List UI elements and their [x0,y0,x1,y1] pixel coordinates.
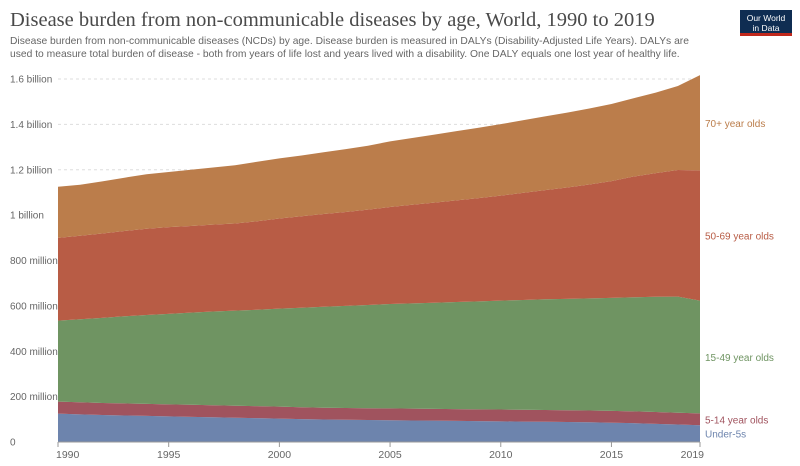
area-age15_49 [58,296,700,414]
logo-line-1: Our World [746,13,786,23]
y-tick-label: 200 million [10,392,58,403]
y-tick-label: 600 million [10,301,58,312]
chart-title: Disease burden from non-communicable dis… [10,9,655,31]
y-tick-label: 1.6 billion [10,75,52,86]
series-label-age70: 70+ year olds [705,119,765,130]
series-label-age5_14: 5-14 year olds [705,415,768,426]
x-tick-label: 2010 [489,449,513,461]
x-tick-label: 2015 [600,449,624,461]
series-label-under5: Under-5s [705,430,746,441]
series-label-age50_69: 50-69 year olds [705,232,774,243]
area-age50_69 [58,169,700,321]
series-label-age15_49: 15-49 year olds [705,353,774,364]
chart-subtitle: Disease burden from non-communicable dis… [10,36,689,60]
y-tick-label: 1 billion [10,211,44,222]
x-tick-label: 1990 [56,449,80,461]
y-tick-label: 1.2 billion [10,165,52,176]
x-tick-label: 2019 [681,449,705,461]
logo-line-2: in Data [752,23,780,33]
y-tick-label: 800 million [10,256,58,267]
x-tick-label: 2005 [378,449,402,461]
area-age5_14 [58,401,700,426]
y-tick-label: 400 million [10,347,58,358]
owid-logo[interactable]: Our World in Data [740,10,792,36]
y-tick-label: 0 [10,438,16,449]
y-tick-label: 1.4 billion [10,120,52,131]
x-tick-label: 2000 [268,449,292,461]
area-under5 [58,413,700,442]
x-tick-label: 1995 [157,449,181,461]
area-age70 [58,75,700,238]
